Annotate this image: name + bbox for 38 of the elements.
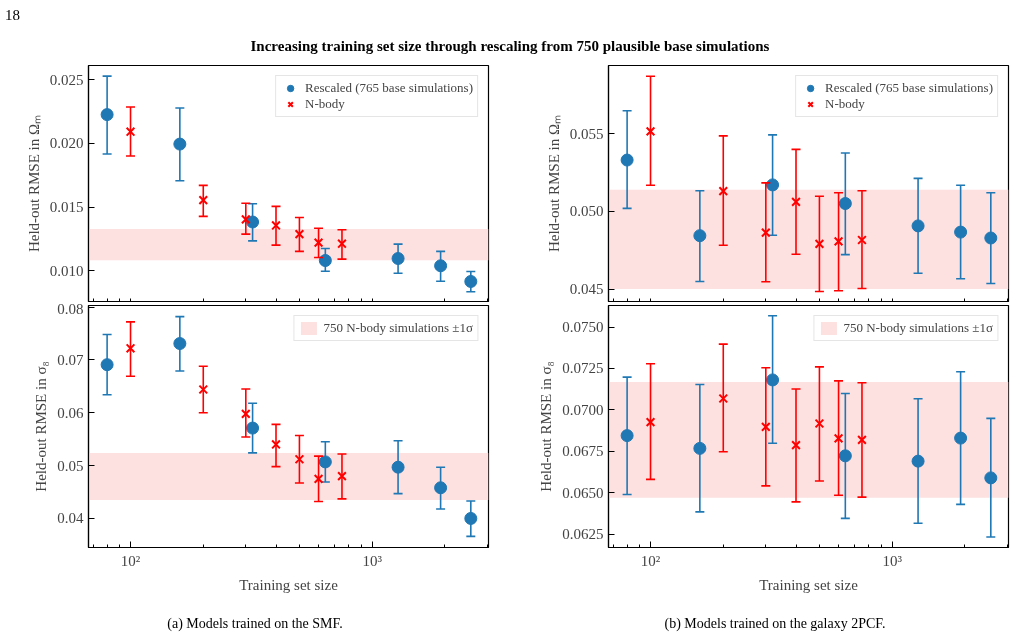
x-axis-title: Training set size [759,576,859,593]
x-tick-label: 10² [640,552,661,569]
y-tick-label: 0.07 [57,351,84,368]
y-tick-label: 0.08 [57,300,84,317]
text: (a) Models trained on the SMF. [166,614,344,633]
text: 18 [5,6,20,25]
y-tick-label: 0.0700 [562,401,604,418]
y-tick-label: 0.050 [569,203,604,220]
text: (b) Models trained on the galaxy 2PCF. [663,614,887,633]
y-tick-label: 0.0625 [562,526,604,543]
legend-label: 750 N-body simulations ±1σ [323,319,473,336]
legend-label: 750 N-body simulations ±1σ [843,319,993,336]
legend-label: N-body [825,95,865,112]
x-tick-label: 10³ [882,552,903,569]
y-tick-label: 0.0750 [562,318,604,335]
y-tick-label: 0.055 [569,125,604,142]
y-axis-title: Held-out RMSE in σ₈ [33,361,50,492]
chart-title: Increasing training set size through rescaling from 750 plausible base simulations [249,37,771,57]
y-tick-label: 0.0675 [562,443,604,460]
legend-label: Rescaled (765 base simulations) [305,79,473,96]
x-tick-label: 10² [120,552,141,569]
y-tick-label: 0.05 [57,457,84,474]
y-axis-title: Held-out RMSE in σ₈ [538,361,555,492]
y-tick-label: 0.010 [49,262,84,279]
y-tick-label: 0.020 [49,135,84,152]
y-tick-label: 0.04 [57,510,84,527]
y-tick-label: 0.06 [57,404,84,421]
y-tick-label: 0.0725 [562,360,604,377]
legend-label: Rescaled (765 base simulations) [825,79,993,96]
x-axis-title: Training set size [239,576,339,593]
y-axis-title: Held-out RMSE in Ωₘ [25,114,42,252]
y-axis-title: Held-out RMSE in Ωₘ [545,114,562,252]
y-tick-label: 0.025 [49,71,84,88]
x-tick-label: 10³ [362,552,383,569]
y-tick-label: 0.045 [569,280,604,297]
legend-label: N-body [305,95,345,112]
y-tick-label: 0.0650 [562,484,604,501]
y-tick-label: 0.015 [49,198,84,215]
